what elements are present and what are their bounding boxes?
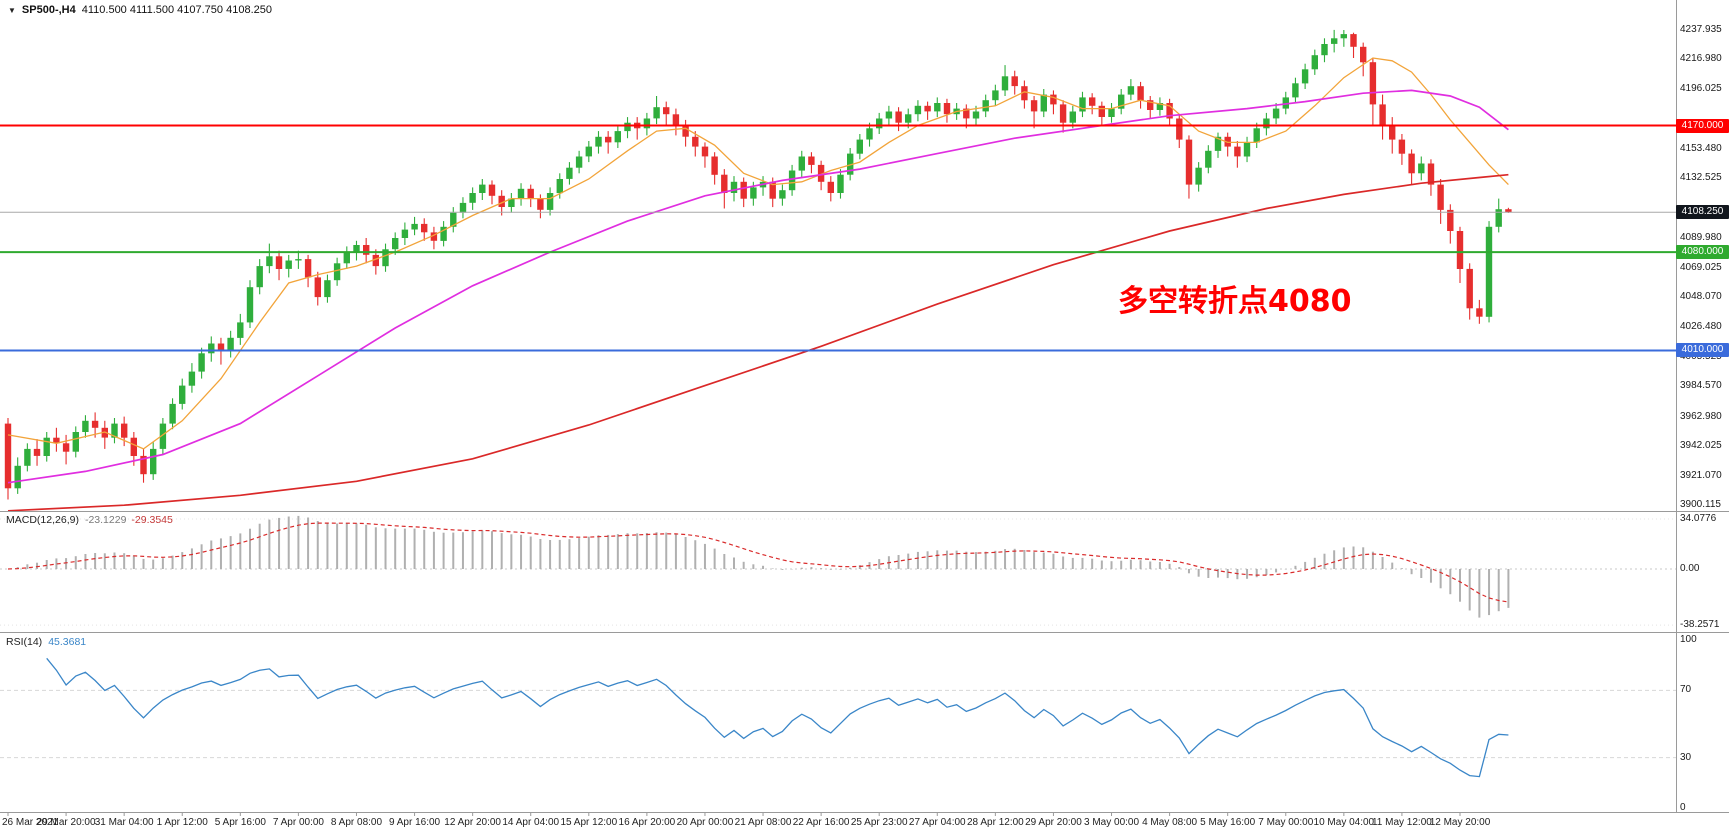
time-axis-label: 29 Apr 20:00 [1025,817,1082,828]
time-axis-label: 5 May 16:00 [1200,817,1256,828]
time-axis-label: 7 May 00:00 [1258,817,1314,828]
time-axis-label: 26 Mar 2021 [2,817,59,828]
macd-histogram [16,515,1510,618]
chart-header: ▼ SP500-,H4 4110.500 4111.500 4107.750 4… [8,4,272,16]
price-axis[interactable]: 4237.935 4216.980 4196.025 4153.480 4132.525… [1676,0,1729,838]
time-axis-label: 22 Apr 16:00 [792,817,850,828]
chart-expand-icon[interactable]: ▼ [8,5,16,15]
ma-mid-line [7,89,1509,484]
time-axis-label: 7 Apr 00:00 [272,817,324,828]
macd-axis-label: 0.00 [1680,563,1700,574]
time-axis-label: 12 Apr 20:00 [444,817,501,828]
time-axis-label: 9 Apr 16:00 [388,817,441,828]
price-axis-label: 4132.525 [1680,172,1722,184]
time-axis-label: 1 Apr 12:00 [156,817,208,828]
time-axis-label: 4 May 08:00 [1142,817,1198,828]
rsi-axis-label: 70 [1680,684,1692,696]
macd-axis-label: 34.0776 [1680,513,1717,524]
price-axis-label: 3942.025 [1680,440,1722,452]
price-axis-label: 3921.070 [1680,469,1722,481]
macd-gridlines [0,518,1676,626]
ma-fast-line [7,57,1509,450]
time-axis-label: 28 Apr 12:00 [967,817,1024,828]
rsi-label: RSI(14) [6,636,43,648]
time-axis[interactable]: 26 Mar 2021 29 Mar 20:00 31 Mar 04:00 1 Apr… [0,812,1676,838]
macd-signal-line [7,522,1509,603]
macd-signal-value: -29.3545 [131,514,173,526]
time-axis-label: 31 Mar 04:00 [94,817,154,828]
time-axis-label: 14 Apr 04:00 [502,817,560,828]
macd-hist-value: -23.1229 [84,514,127,526]
time-axis-label: 5 Apr 16:00 [214,817,266,828]
horizontal-level-lines [0,124,1676,352]
rsi-header: RSI(14) 45.3681 [6,636,86,648]
time-axis-label: 21 Apr 08:00 [734,817,792,828]
ohlc-values: 4110.500 4111.500 4107.750 4108.250 [81,4,272,16]
time-axis-label: 8 Apr 08:00 [330,817,383,828]
price-axis-label: 4048.070 [1680,290,1722,302]
panel-separators [0,0,1729,816]
price-axis-label: 3962.980 [1680,410,1722,422]
time-axis-label: 29 Mar 20:00 [36,817,96,828]
time-axis-label: 20 Apr 00:00 [676,817,734,828]
candlestick-series [4,29,1512,500]
time-axis-label: 11 May 12:00 [1371,817,1432,828]
time-axis-label: 25 Apr 23:00 [850,817,908,828]
price-axis-label: 4026.480 [1680,321,1722,333]
price-axis-label: 4216.980 [1680,53,1722,65]
price-tag-4010.000: 4010.000 [1676,343,1729,358]
symbol-title: SP500-,H4 [21,4,76,16]
macd-axis-label: -38.2571 [1680,619,1720,631]
rsi-gridlines [0,689,1676,759]
price-axis-label: 4237.935 [1680,24,1722,35]
macd-header: MACD(12,26,9) -23.1229 -29.3545 [6,514,173,526]
price-axis-label: 4196.025 [1680,82,1722,94]
rsi-axis-label: 30 [1680,751,1692,763]
time-axis-label: 15 Apr 12:00 [560,817,618,828]
macd-label: MACD(12,26,9) [6,514,79,526]
price-tag-4170.000: 4170.000 [1676,118,1729,133]
rsi-line [46,657,1509,778]
time-axis-label: 16 Apr 20:00 [618,817,676,828]
price-axis-label: 4069.025 [1680,261,1722,273]
rsi-axis-label: 100 [1680,634,1697,645]
time-axis-label: 27 Apr 04:00 [908,817,966,828]
ma-slow-line [7,173,1509,512]
time-axis-label: 12 May 20:00 [1429,817,1491,828]
price-tag-4108.250: 4108.250 [1676,205,1729,220]
rsi-axis-label: 0 [1680,802,1686,813]
rsi-value: 45.3681 [48,636,87,648]
price-axis-label: 4153.480 [1680,142,1722,154]
price-axis-label: 4089.980 [1680,232,1722,244]
time-axis-label: 3 May 00:00 [1083,817,1140,828]
time-axis-label: 10 May 04:00 [1313,817,1375,828]
price-axis-label: 3900.115 [1680,499,1721,510]
chart-annotation-text[interactable]: 多空转折点4080 [1118,284,1352,319]
price-tag-4080.000: 4080.000 [1676,245,1729,260]
price-axis-label: 3984.570 [1680,380,1722,392]
